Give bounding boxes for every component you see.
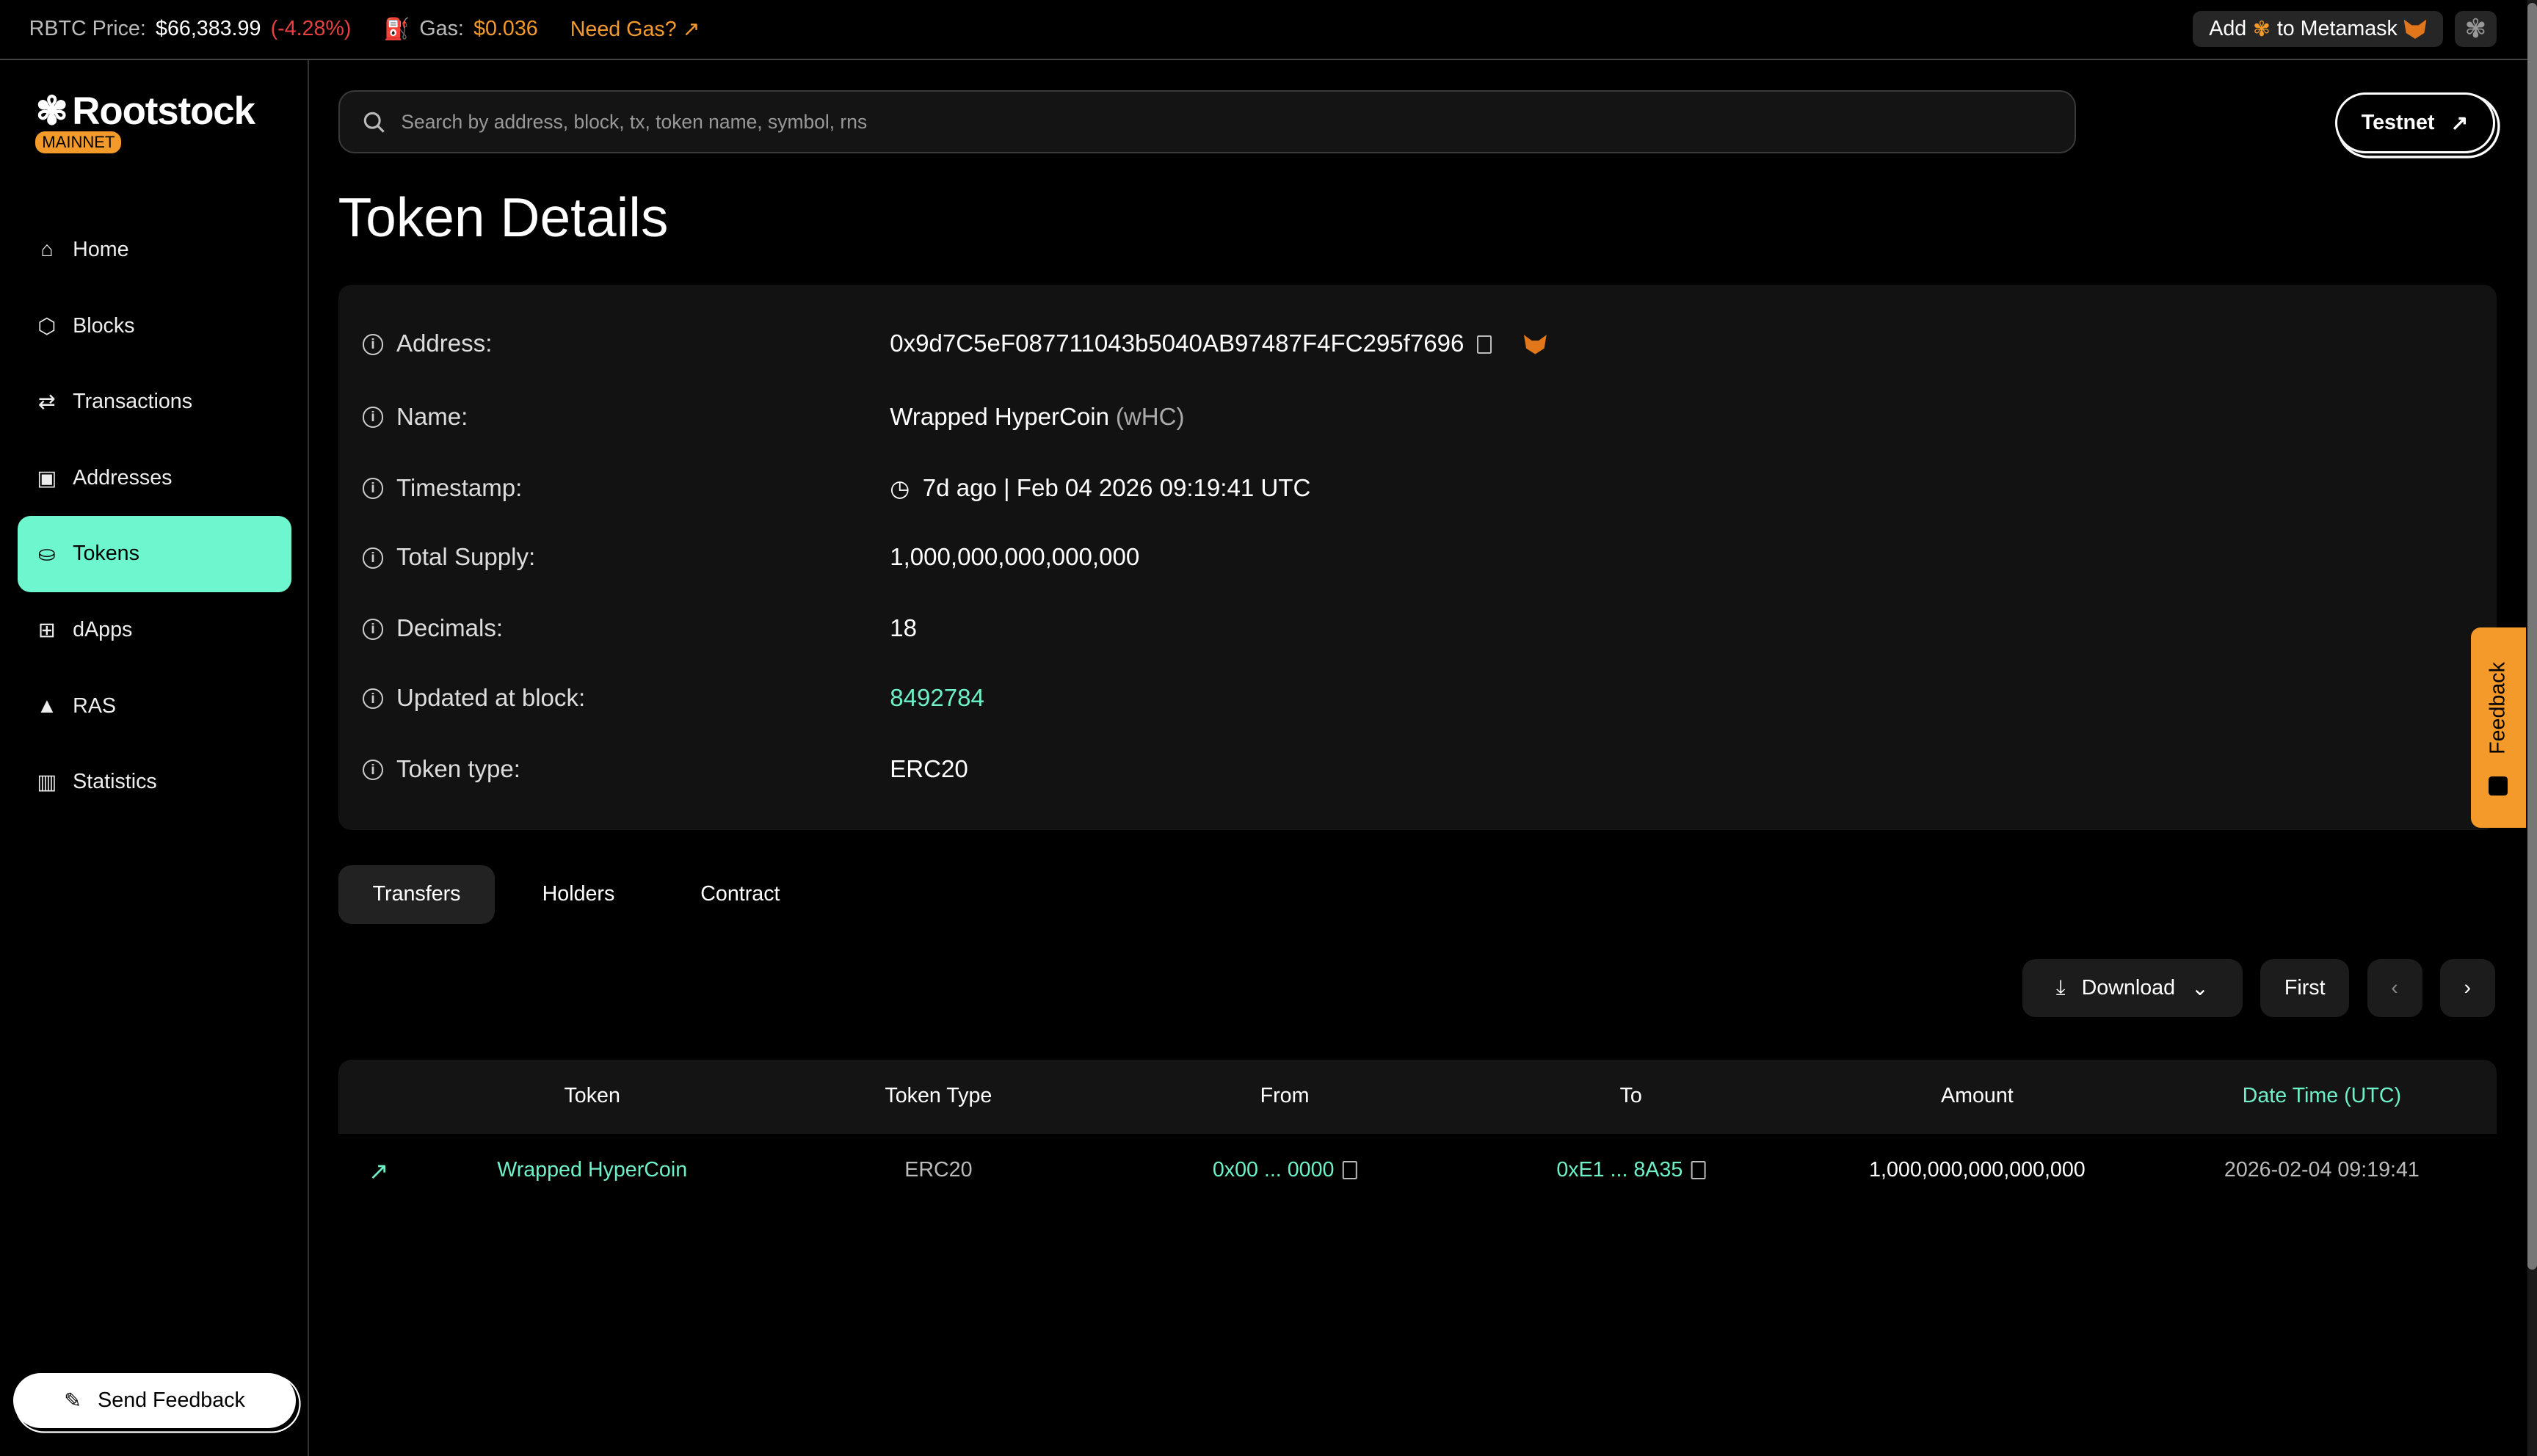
previous-page-button[interactable]: ‹	[2367, 959, 2422, 1018]
home-icon: ⌂	[40, 238, 54, 262]
sidebar-item-label: Addresses	[73, 465, 173, 489]
info-icon: i	[362, 619, 384, 640]
sidebar-item-transactions[interactable]: ⇄ Transactions	[18, 364, 291, 440]
sidebar-item-addresses[interactable]: ▣ Addresses	[18, 440, 291, 517]
column-amount: Amount	[1941, 1083, 2014, 1107]
sidebar-item-label: Home	[73, 238, 129, 262]
external-link-icon: ↗	[682, 18, 700, 42]
search-icon	[363, 112, 385, 133]
metamask-fox-icon[interactable]	[1523, 335, 1547, 354]
rootstock-icon: ✾	[2464, 15, 2487, 44]
info-icon: i	[362, 478, 384, 499]
gas-pump-icon: ⛽	[383, 18, 410, 42]
token-details-card: i Address: 0x9d7C5eF087711043b5040AB97487F…	[338, 284, 2497, 830]
metamask-fox-icon	[2403, 19, 2427, 39]
gas-label: Gas:	[419, 17, 464, 41]
token-link[interactable]: Wrapped HyperCoin	[497, 1158, 688, 1182]
column-from: From	[1260, 1083, 1310, 1107]
sidebar-item-dapps[interactable]: ⊞ dApps	[18, 592, 291, 669]
coins-icon: ⛀	[37, 542, 56, 567]
info-icon: i	[362, 407, 384, 428]
download-icon: ⤓	[2055, 976, 2066, 1000]
datetime: 2026-02-04 09:19:41	[2224, 1158, 2420, 1182]
add-to-metamask-button[interactable]: Add ✾ to Metamask	[2192, 11, 2444, 47]
network-badge: MAINNET	[35, 131, 122, 153]
sidebar-item-statistics[interactable]: ▥ Statistics	[18, 744, 291, 820]
tab-holders[interactable]: Holders	[542, 882, 615, 906]
arrows-icon: ⇄	[37, 390, 56, 415]
sidebar-item-label: Tokens	[73, 542, 139, 566]
contact-icon: ▣	[37, 466, 57, 490]
price-label: RBTC Price:	[29, 17, 146, 41]
tab-contract[interactable]: Contract	[700, 882, 780, 906]
rootstock-logo-icon: ✾	[35, 90, 68, 134]
bar-chart-icon: ▥	[37, 771, 57, 795]
chevron-right-icon: ›	[2464, 976, 2472, 1000]
top-bar: RBTC Price: $66,383.99 (-4.28%) ⛽ Gas: $…	[0, 0, 2527, 60]
detail-timestamp: i Timestamp: ◷ 7d ago | Feb 04 2026 09:19:4…	[362, 470, 2497, 506]
info-icon: i	[362, 547, 384, 569]
feedback-tab[interactable]: Feedback	[2470, 627, 2526, 829]
feedback-smile-icon	[2488, 776, 2508, 796]
sidebar-item-ras[interactable]: ▲ RAS	[18, 668, 291, 744]
sidebar-item-blocks[interactable]: ⬡ Blocks	[18, 288, 291, 364]
sidebar-item-label: Statistics	[73, 770, 157, 794]
block-link[interactable]: 8492784	[890, 685, 984, 713]
sidebar-item-home[interactable]: ⌂ Home	[18, 212, 291, 288]
detail-decimals: i Decimals: 18	[362, 611, 2497, 647]
gas-price: $0.036	[473, 17, 538, 41]
detail-address: i Address: 0x9d7C5eF087711043b5040AB97487F…	[362, 327, 2497, 362]
network-switch-button[interactable]: ✾	[2454, 11, 2497, 47]
external-link-icon[interactable]: ↗	[368, 1157, 389, 1185]
cube-icon: ⬡	[37, 314, 57, 338]
page-title: Token Details	[338, 186, 669, 249]
chevron-down-icon: ⌄	[2191, 977, 2210, 1001]
rbtc-price: $66,383.99	[156, 17, 261, 41]
column-to: To	[1619, 1083, 1642, 1107]
detail-token-type: i Token type: ERC20	[362, 752, 2497, 787]
send-feedback-button[interactable]: ✎ Send Feedback	[12, 1373, 297, 1429]
sidebar-item-label: dApps	[73, 617, 133, 641]
tab-transfers[interactable]: Transfers	[338, 865, 496, 924]
table-header: Token Token Type From To Amount Date Tim…	[338, 1059, 2497, 1135]
amount: 1,000,000,000,000,000	[1869, 1158, 2086, 1182]
feedback-form-icon: ✎	[64, 1389, 82, 1413]
scrollbar-thumb[interactable]	[2527, 3, 2537, 1270]
logo[interactable]: ✾ Rootstock	[35, 90, 255, 134]
testnet-button[interactable]: Testnet ↗	[2334, 92, 2495, 154]
copy-icon[interactable]	[1691, 1161, 1706, 1179]
column-token: Token	[564, 1083, 620, 1107]
to-address-link[interactable]: 0xE1 ... 8A35	[1556, 1158, 1683, 1182]
triangle-icon: ▲	[36, 694, 58, 718]
next-page-button[interactable]: ›	[2439, 959, 2495, 1018]
detail-updated-block: i Updated at block: 8492784	[362, 681, 2497, 716]
chevron-left-icon: ‹	[2391, 976, 2398, 1000]
token-type: ERC20	[904, 1158, 973, 1182]
detail-name: i Name: Wrapped HyperCoin (wHC)	[362, 399, 2497, 434]
external-link-icon: ↗	[2450, 112, 2469, 135]
detail-total-supply: i Total Supply: 1,000,000,000,000,000	[362, 540, 2497, 575]
column-token-type: Token Type	[885, 1083, 992, 1107]
need-gas-link[interactable]: Need Gas? ↗	[570, 18, 700, 42]
from-address-link[interactable]: 0x00 ... 0000	[1212, 1158, 1335, 1182]
info-icon: i	[362, 759, 384, 781]
price-change: (-4.28%)	[270, 17, 352, 41]
first-page-button[interactable]: First	[2260, 959, 2350, 1018]
copy-icon[interactable]	[1342, 1161, 1357, 1179]
sidebar-item-label: Blocks	[73, 313, 135, 338]
rootstock-icon: ✾	[2253, 18, 2271, 42]
info-icon: i	[362, 334, 384, 355]
sidebar-item-label: Transactions	[73, 390, 193, 414]
clock-icon: ◷	[890, 475, 910, 501]
table-row: ↗ Wrapped HyperCoin ERC20 0x00 ... 0000 …	[338, 1134, 2497, 1208]
search-input[interactable]: Search by address, block, tx, token name…	[338, 90, 2076, 154]
copy-icon[interactable]	[1477, 335, 1492, 354]
sidebar-item-tokens[interactable]: ⛀ Tokens	[18, 516, 291, 592]
sidebar-item-label: RAS	[73, 694, 117, 718]
grid-icon: ⊞	[37, 618, 56, 642]
info-icon: i	[362, 688, 384, 710]
sidebar: ✾ Rootstock MAINNET	[0, 59, 309, 1456]
column-datetime[interactable]: Date Time (UTC)	[2242, 1083, 2402, 1107]
download-button[interactable]: ⤓ Download ⌄	[2022, 959, 2243, 1018]
